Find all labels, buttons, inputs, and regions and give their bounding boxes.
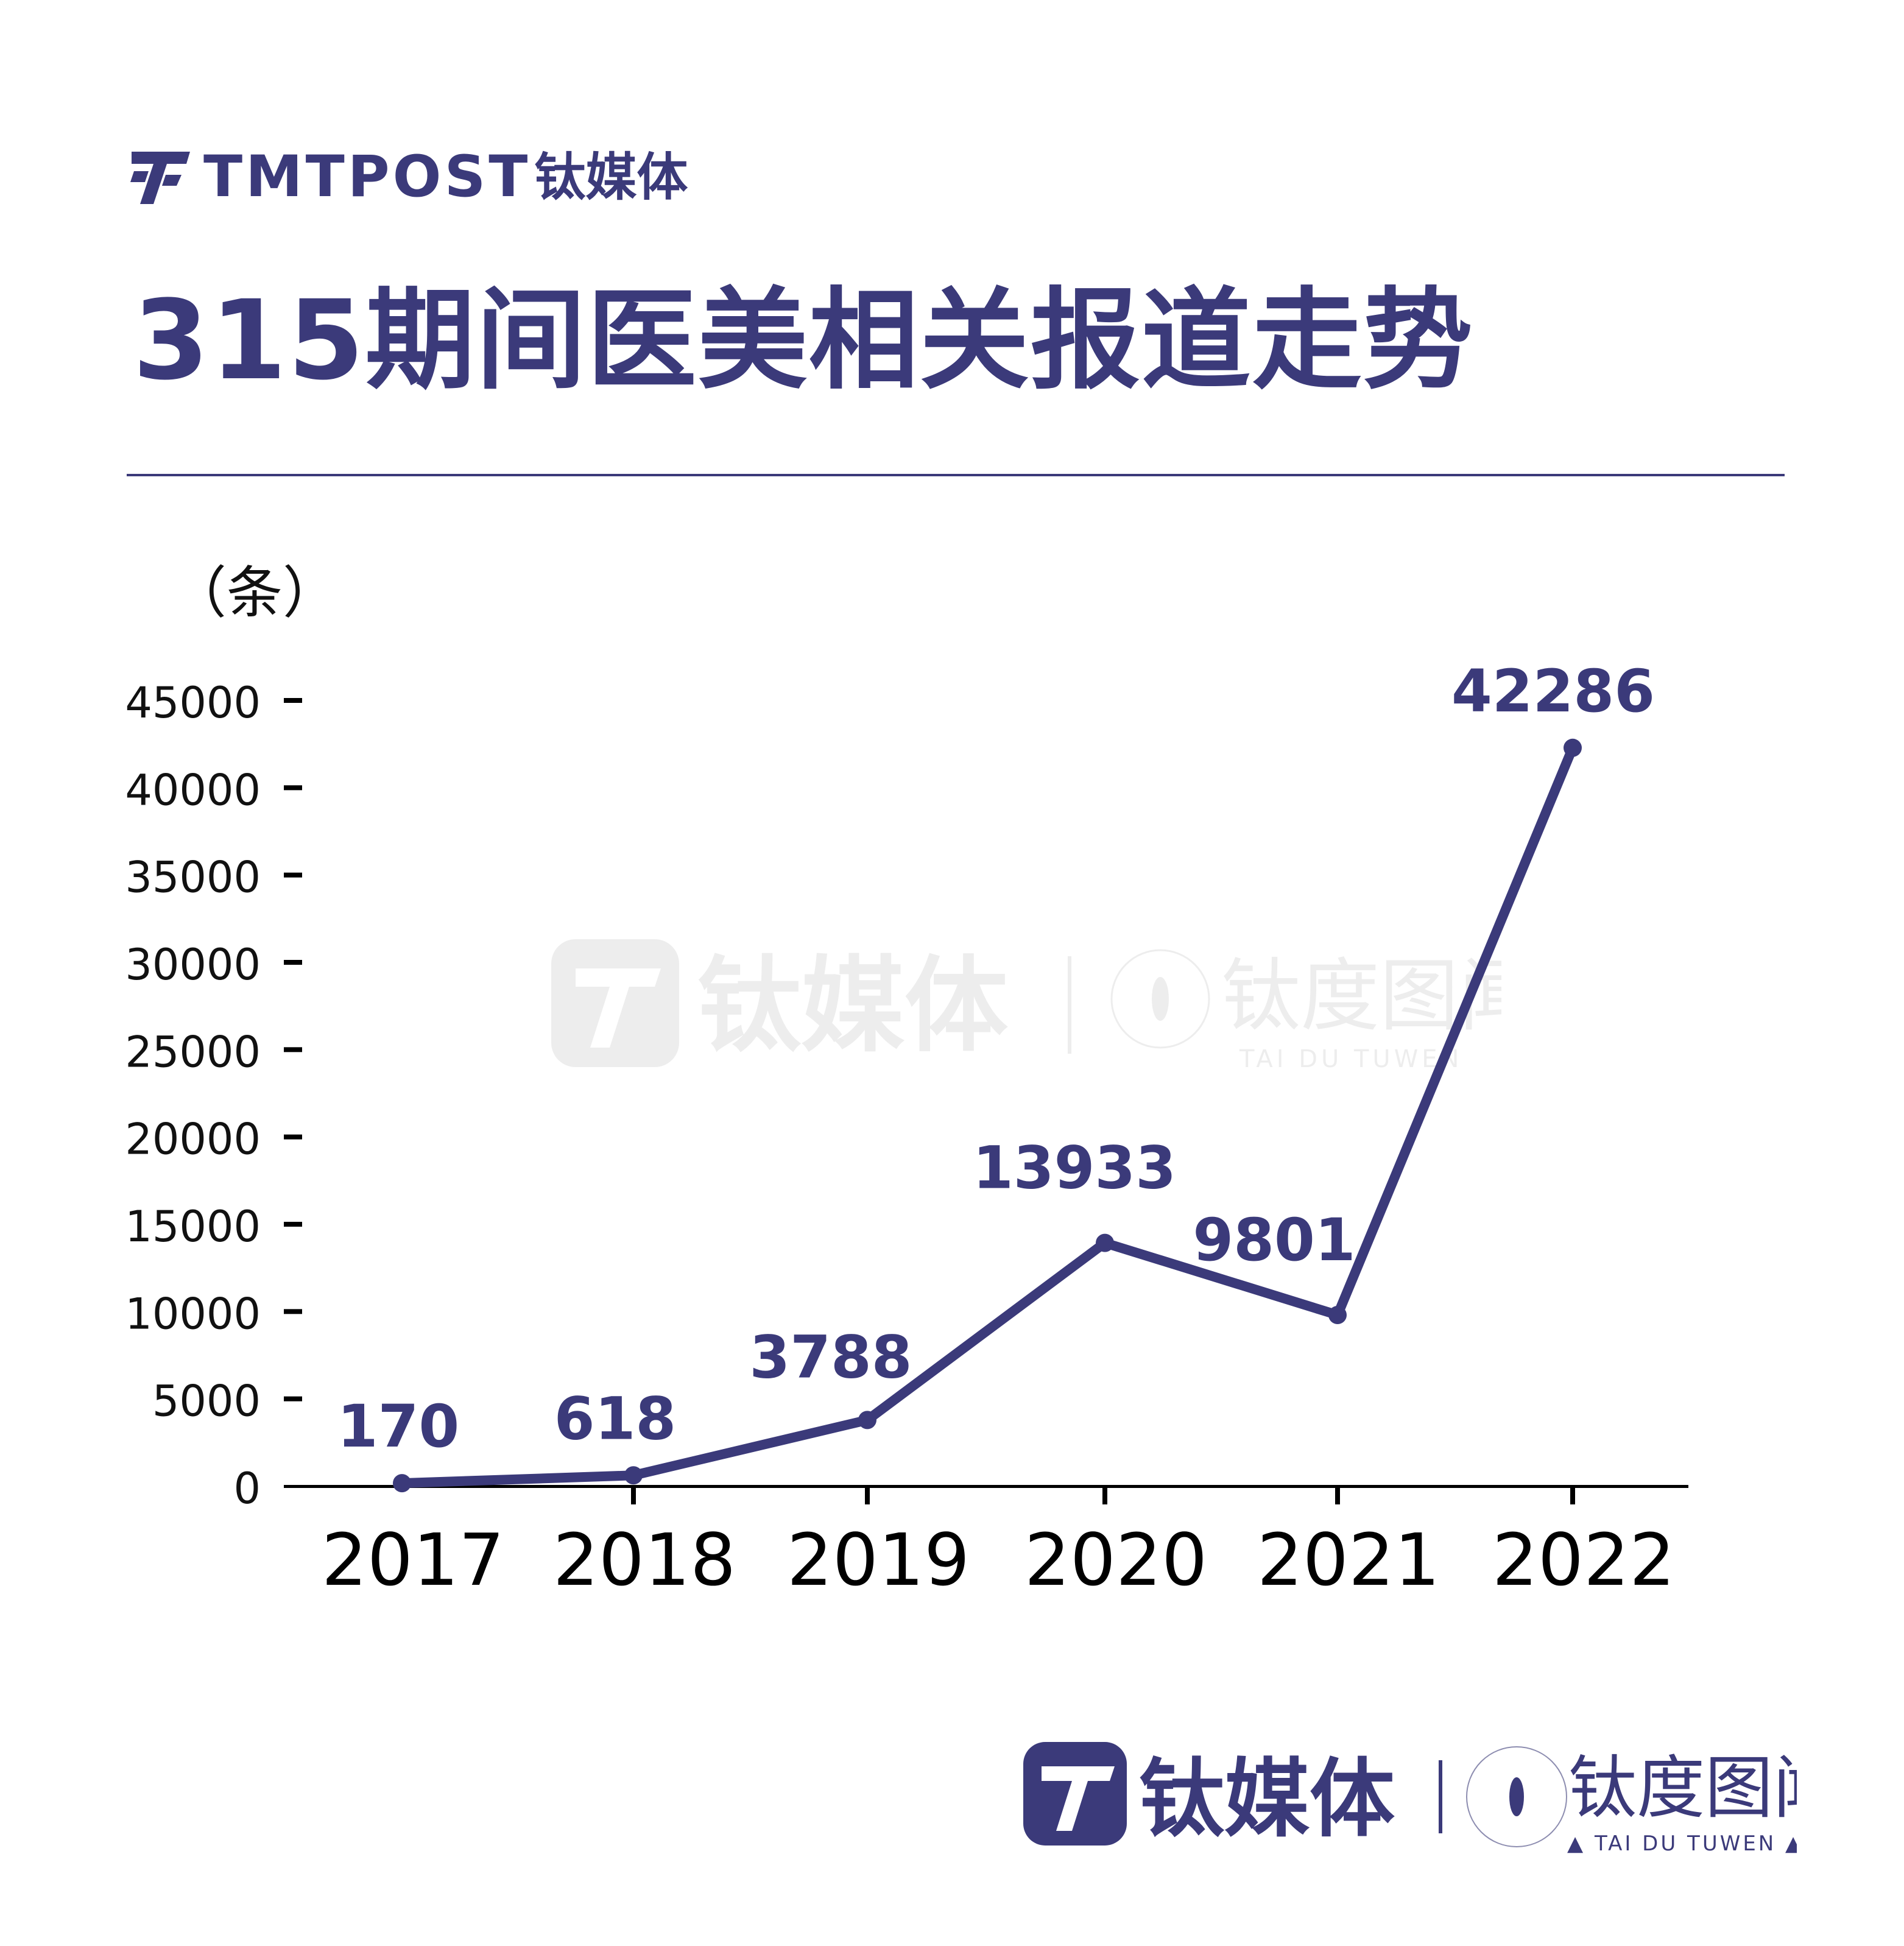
y-tick-mark [284,960,302,965]
x-tick-mark [865,1486,870,1504]
data-point [1096,1233,1114,1252]
data-label: 618 [554,1384,676,1453]
y-tick-label: 25000 [125,1027,261,1077]
data-label: 3788 [749,1323,912,1391]
y-tick-label: 15000 [125,1202,261,1252]
x-tick-mark [1102,1486,1107,1504]
footer-brand-name: 钛媒体 [1139,1750,1395,1849]
data-point [1564,738,1582,757]
x-axis-line [284,1485,1688,1488]
x-tick-label: 2017 [322,1518,504,1602]
y-tick-label: 10000 [125,1289,261,1339]
data-label: 170 [337,1392,459,1461]
y-tick-mark [284,1134,302,1140]
x-tick-mark [1570,1486,1575,1504]
x-tick-label: 2021 [1257,1518,1440,1602]
y-tick-mark [284,698,302,703]
footer-sub-cn: 钛度图闻 [1568,1749,1797,1828]
series-line [393,738,1582,1493]
x-tick-label: 2020 [1024,1518,1207,1602]
watermark-eye-icon [1110,949,1210,1049]
y-axis: 45000 40000 35000 30000 25000 20000 15000 10000… [125,678,302,1514]
data-point [858,1411,876,1430]
brand-chinese: 钛媒体 [534,147,688,207]
data-point [624,1466,643,1485]
data-point [393,1474,411,1493]
y-tick-mark [284,1309,302,1314]
footer-eye-icon [1466,1746,1567,1847]
x-axis: 2017 2018 2019 2020 2021 2022 [284,1485,1688,1602]
y-tick-label: 40000 [125,765,261,815]
chart-title: 315期间医美相关报道走势 [133,277,1474,404]
brand-latin: TMTPOST [203,144,531,210]
data-label: 42286 [1451,657,1655,725]
x-tick-mark [1335,1486,1340,1504]
watermark-brand: 钛媒体 [697,946,1008,1066]
y-tick-label: 20000 [125,1115,261,1165]
footer-sub-en: ▲ TAI DU TUWEN ▲ [1567,1831,1797,1856]
tmtpost-logo-icon [130,152,190,204]
data-point [1328,1306,1347,1325]
y-tick-label: 35000 [125,853,261,903]
y-tick-mark [284,872,302,878]
y-tick-label: 45000 [125,678,261,728]
x-tick-label: 2022 [1492,1518,1675,1602]
footer-brand: 钛媒体 钛度图闻 ▲ TAI DU TUWEN ▲ [1023,1742,1797,1856]
data-label: 13933 [973,1134,1176,1202]
y-tick-mark [284,785,302,791]
title-divider [127,474,1785,476]
watermark-sub-en: TAI DU TUWEN [1239,1045,1462,1073]
y-tick-mark [284,1396,302,1401]
x-tick-label: 2018 [553,1518,736,1602]
x-tick-mark [631,1486,636,1504]
y-tick-label: 0 [233,1464,261,1514]
y-tick-label: 30000 [125,940,261,990]
y-axis-unit-label: （条） [171,560,339,626]
trend-line [397,742,1578,1489]
x-tick-label: 2019 [787,1518,970,1602]
header-brand: TMTPOST 钛媒体 [127,144,688,211]
data-label: 9801 [1193,1206,1355,1274]
watermark-logo-icon [551,939,679,1067]
y-tick-label: 5000 [152,1377,261,1426]
y-tick-mark [284,1222,302,1227]
y-tick-mark [284,1047,302,1052]
